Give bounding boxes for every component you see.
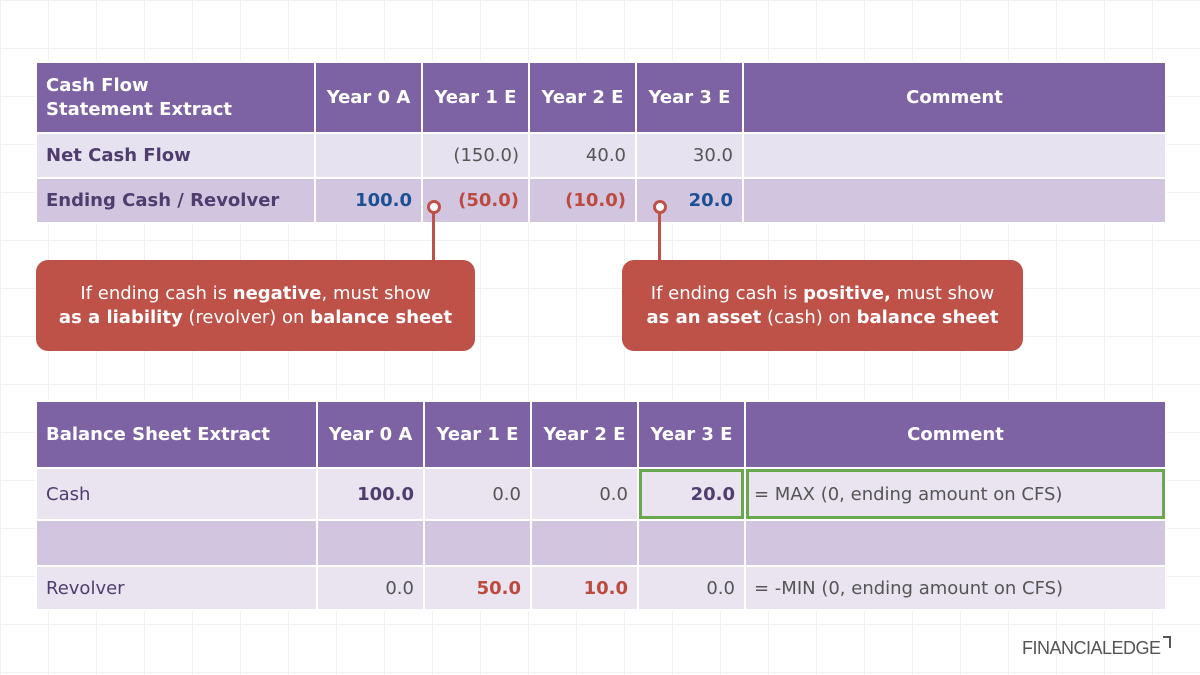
row-label: Net Cash Flow	[35, 132, 316, 179]
cfs-header-row: Cash Flow Statement Extract Year 0 A Yea…	[35, 61, 1167, 134]
cfs-year2-header: Year 2 E	[528, 61, 637, 134]
cell-value: (10.0)	[528, 177, 637, 224]
cell-value	[316, 519, 425, 567]
cell-value: 0.0	[423, 467, 532, 521]
row-label: Cash	[35, 467, 318, 521]
cell-comment	[744, 519, 1167, 567]
bs-year3-header: Year 3 E	[637, 400, 746, 469]
cell-value: 0.0	[530, 467, 639, 521]
table-row: Net Cash Flow (150.0) 40.0 30.0	[35, 132, 1167, 179]
callout-positive-line2: as an asset (cash) on balance sheet	[646, 306, 999, 328]
bs-year2-header: Year 2 E	[530, 400, 639, 469]
cfs-title-header: Cash Flow Statement Extract	[35, 61, 316, 134]
table-row: Revolver 0.0 50.0 10.0 0.0 = -MIN (0, en…	[35, 565, 1167, 611]
row-label: Ending Cash / Revolver	[35, 177, 316, 224]
cell-value-highlighted: 20.0	[637, 467, 746, 521]
cell-comment: = -MIN (0, ending amount on CFS)	[744, 565, 1167, 611]
callout-positive-line1: If ending cash is positive, must show	[650, 282, 995, 304]
cash-flow-table: Cash Flow Statement Extract Year 0 A Yea…	[35, 61, 1167, 224]
cell-value: 100.0	[314, 177, 423, 224]
cell-value: 30.0	[635, 132, 744, 179]
cell-value	[637, 519, 746, 567]
callout-negative-line2: as a liability (revolver) on balance she…	[58, 306, 453, 328]
cfs-year3-header: Year 3 E	[635, 61, 744, 134]
cell-value: 40.0	[528, 132, 637, 179]
cell-value	[423, 519, 532, 567]
cell-value	[530, 519, 639, 567]
table-row: Cash 100.0 0.0 0.0 20.0 = MAX (0, ending…	[35, 467, 1167, 521]
logo-corner-icon	[1162, 636, 1171, 648]
row-label	[35, 519, 318, 567]
cell-value: 0.0	[637, 565, 746, 611]
table-row: Ending Cash / Revolver 100.0 (50.0) (10.…	[35, 177, 1167, 224]
cell-value: 100.0	[316, 467, 425, 521]
bs-title-header: Balance Sheet Extract	[35, 400, 318, 469]
cell-value	[314, 132, 423, 179]
bs-header-row: Balance Sheet Extract Year 0 A Year 1 E …	[35, 400, 1167, 469]
bs-year1-header: Year 1 E	[423, 400, 532, 469]
cell-value: 10.0	[530, 565, 639, 611]
cfs-comment-header: Comment	[742, 61, 1167, 134]
balance-sheet-table: Balance Sheet Extract Year 0 A Year 1 E …	[35, 400, 1167, 611]
financial-edge-logo: FINANCIALEDGE	[1022, 636, 1171, 659]
cell-value: 0.0	[316, 565, 425, 611]
cell-comment	[742, 132, 1167, 179]
cell-value: 50.0	[423, 565, 532, 611]
cell-comment	[742, 177, 1167, 224]
cell-value: 20.0	[635, 177, 744, 224]
cell-value: (50.0)	[421, 177, 530, 224]
cell-value: (150.0)	[421, 132, 530, 179]
callout-connector-positive	[658, 212, 661, 260]
callout-negative: If ending cash is negative, must show as…	[36, 260, 475, 351]
cfs-year1-header: Year 1 E	[421, 61, 530, 134]
callout-negative-line1: If ending cash is negative, must show	[80, 282, 431, 304]
bs-year0-header: Year 0 A	[316, 400, 425, 469]
table-row	[35, 519, 1167, 567]
callout-pin-positive	[653, 200, 667, 214]
callout-positive: If ending cash is positive, must show as…	[622, 260, 1023, 351]
row-label: Revolver	[35, 565, 318, 611]
bs-comment-header: Comment	[744, 400, 1167, 469]
callout-connector-negative	[432, 212, 435, 260]
cell-comment-highlighted: = MAX (0, ending amount on CFS)	[744, 467, 1167, 521]
cfs-year0-header: Year 0 A	[314, 61, 423, 134]
callout-pin-negative	[427, 200, 441, 214]
